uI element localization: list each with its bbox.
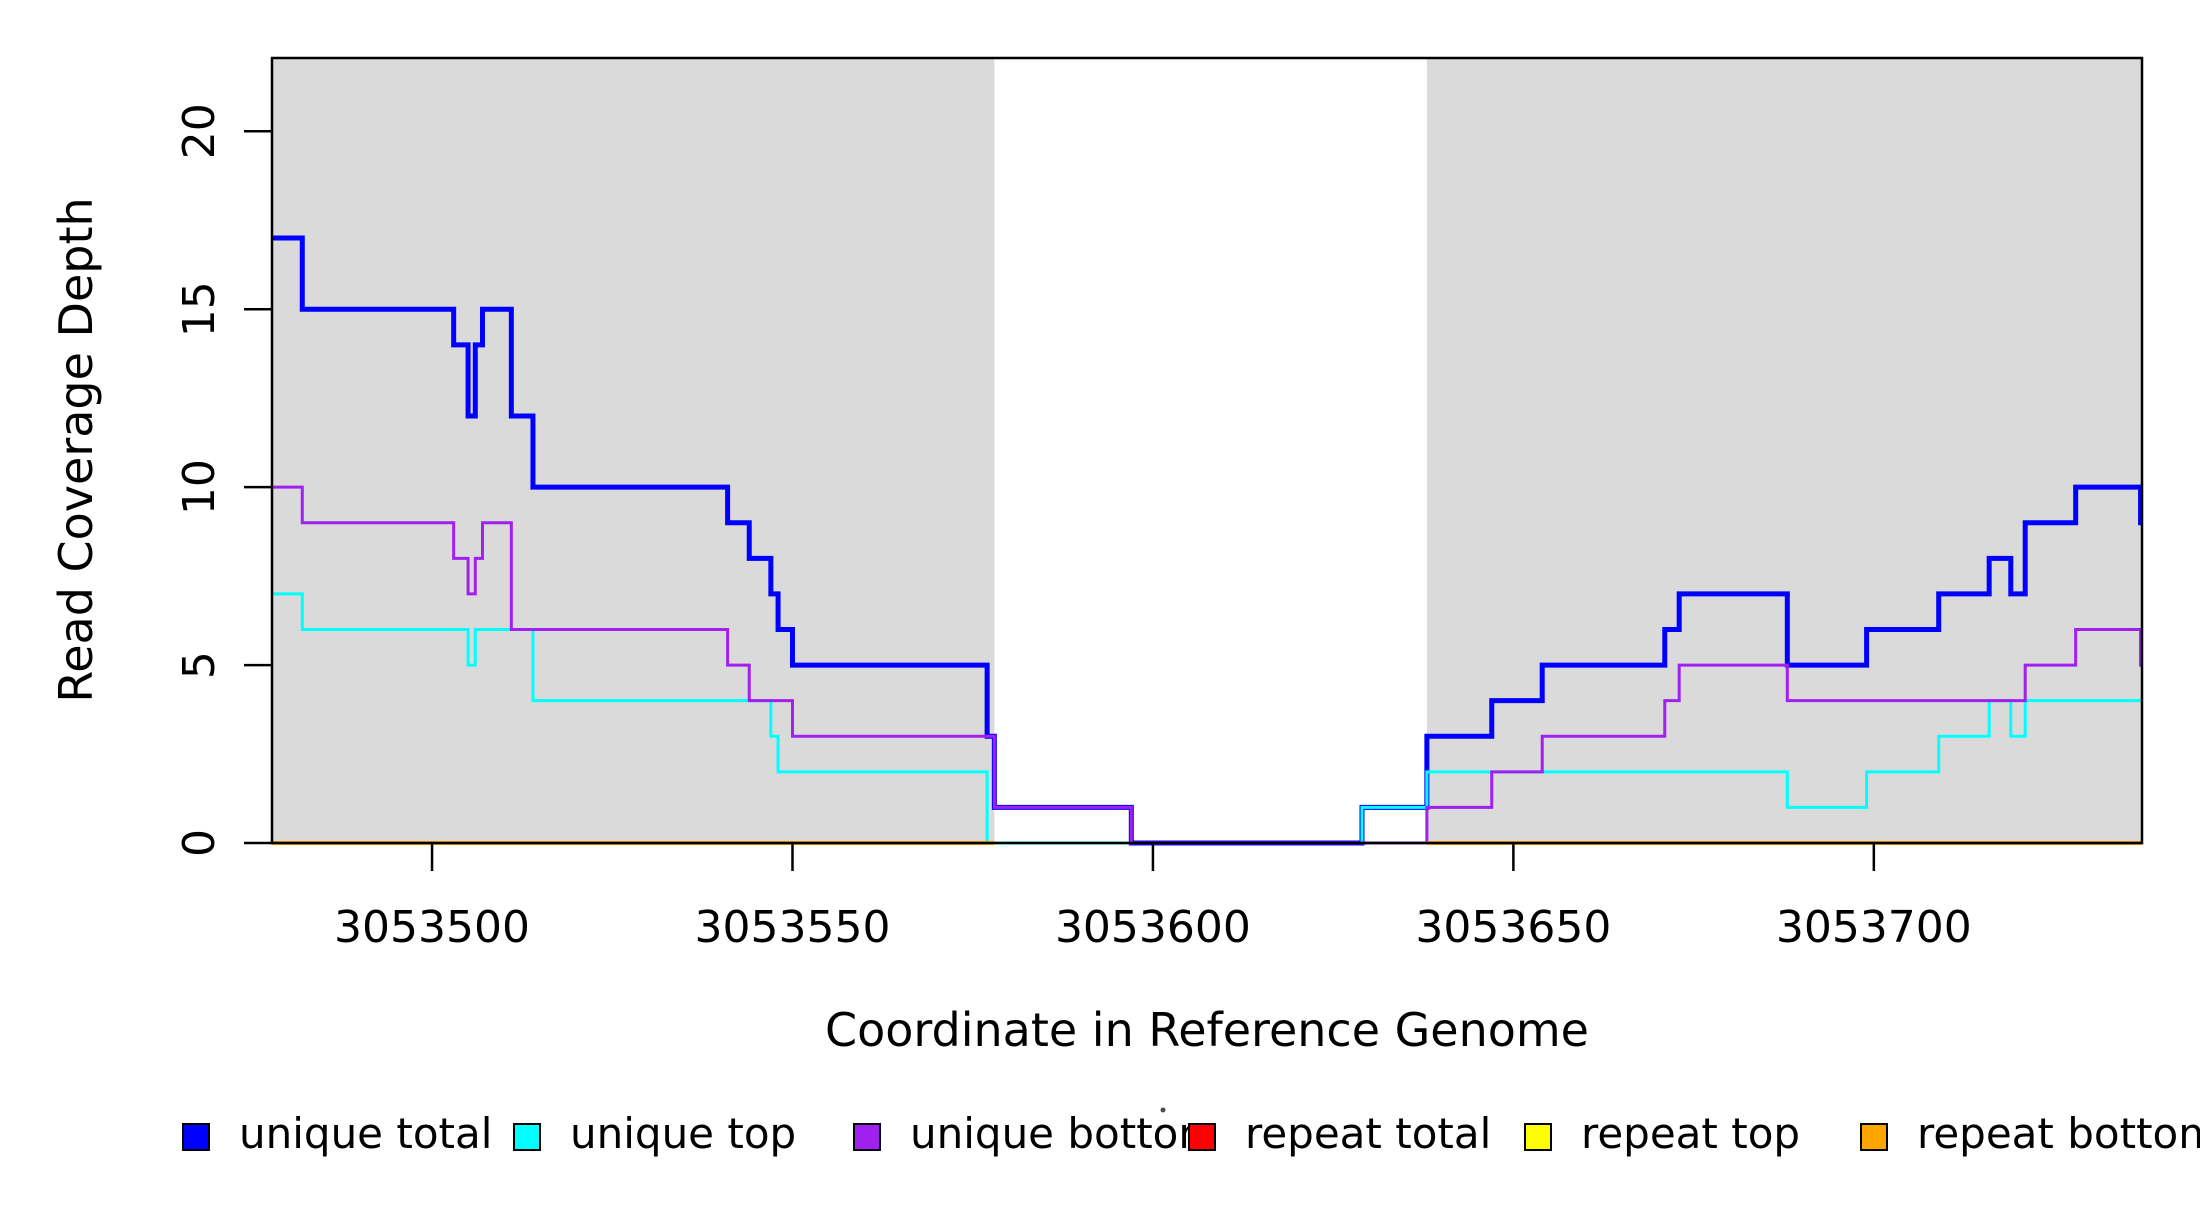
repeat-region-shading bbox=[272, 58, 2142, 843]
x-tick-label: 3053500 bbox=[334, 902, 530, 953]
legend-swatch-unique-bottom bbox=[853, 1123, 881, 1151]
legend-label-unique-bottom: unique bottom bbox=[910, 1109, 1219, 1158]
legend-label-unique-total: unique total bbox=[239, 1109, 492, 1158]
y-tick-label: 0 bbox=[174, 829, 225, 857]
x-axis-title: Coordinate in Reference Genome bbox=[825, 1003, 1589, 1057]
plot-border bbox=[270, 56, 2144, 845]
y-tick-label: 10 bbox=[174, 459, 225, 515]
x-tick-label: 3053550 bbox=[695, 902, 891, 953]
legend: unique total unique top unique bottom repea… bbox=[182, 1109, 2200, 1158]
legend-item-unique-total: unique total bbox=[182, 1109, 492, 1158]
legend-item-unique-bottom: unique bottom bbox=[853, 1109, 1219, 1158]
x-tick-label: 3053700 bbox=[1776, 902, 1972, 953]
legend-swatch-unique-total bbox=[182, 1123, 210, 1151]
y-tick-label: 5 bbox=[174, 651, 225, 679]
legend-label-repeat-total: repeat total bbox=[1245, 1109, 1491, 1158]
legend-swatch-repeat-bottom bbox=[1860, 1123, 1888, 1151]
legend-label-unique-top: unique top bbox=[570, 1109, 796, 1158]
y-axis-title: Read Coverage Depth bbox=[49, 197, 103, 702]
series-line-unique-bottom bbox=[272, 485, 2143, 845]
repeat-region-left-band bbox=[272, 58, 995, 843]
axis-ticks bbox=[244, 130, 1876, 871]
legend-label-repeat-bottom: repeat bottom bbox=[1917, 1109, 2200, 1158]
stray-dot-artifact bbox=[1160, 1107, 1166, 1113]
legend-item-unique-top: unique top bbox=[513, 1109, 796, 1158]
y-tick-label: 15 bbox=[174, 281, 225, 337]
legend-label-repeat-top: repeat top bbox=[1581, 1109, 1800, 1158]
legend-swatch-unique-top bbox=[513, 1123, 541, 1151]
legend-swatch-repeat-total bbox=[1188, 1123, 1216, 1151]
y-tick-label: 20 bbox=[174, 103, 225, 159]
axis-tick-labels: 3053500 3053550 3053600 3053650 3053700 0 5 10 1… bbox=[174, 103, 1972, 953]
legend-item-repeat-total: repeat total bbox=[1188, 1109, 1491, 1158]
legend-item-repeat-bottom: repeat bottom bbox=[1860, 1109, 2200, 1158]
repeat-region-right-band bbox=[1426, 58, 2142, 843]
legend-swatch-repeat-top bbox=[1524, 1123, 1552, 1151]
legend-item-repeat-top: repeat top bbox=[1524, 1109, 1800, 1158]
series-line-unique-top bbox=[272, 592, 2142, 845]
x-tick-label: 3053650 bbox=[1415, 902, 1611, 953]
x-tick-label: 3053600 bbox=[1055, 902, 1251, 953]
